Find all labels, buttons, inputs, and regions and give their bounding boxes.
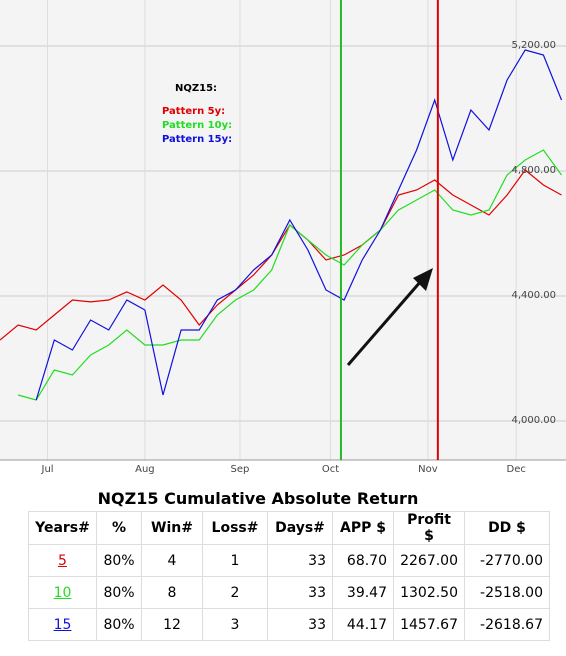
x-tick-label: Oct <box>322 464 339 475</box>
header-cell: Loss# <box>202 511 268 545</box>
plot-area <box>0 0 566 460</box>
years-link[interactable]: 5 <box>58 552 67 569</box>
table-cell: 1 <box>202 544 268 577</box>
table-cell: 2 <box>202 576 268 609</box>
legend-label: Pattern 10y: <box>162 120 232 131</box>
legend-title: NQZ15: <box>175 83 217 94</box>
header-row: Years#% Win# Loss# Days# APP $ Profit $ DD $ <box>28 511 550 545</box>
y-tick-label: 4,800.00 <box>511 165 556 176</box>
x-tick-label: Aug <box>135 464 155 475</box>
table-cell: 33 <box>267 544 333 577</box>
x-tick-label: Dec <box>507 464 526 475</box>
y-tick-label: 4,000.00 <box>511 415 556 426</box>
series-line <box>17 149 562 401</box>
header-cell: DD $ <box>464 511 550 545</box>
table-cell: 80% <box>96 608 142 641</box>
x-tick-label: Nov <box>418 464 438 475</box>
table-cell: 39.47 <box>332 576 394 609</box>
table-cell: 1457.67 <box>393 608 465 641</box>
table-cell: 4 <box>141 544 203 577</box>
header-cell: Days# <box>267 511 333 545</box>
header-cell: Win# <box>141 511 203 545</box>
legend-label: Pattern 15y: <box>162 134 232 145</box>
chart: NQZ15: 4,000.00 4,400.00 4,800.00 5,200.00 J… <box>0 0 566 475</box>
series-line <box>0 169 562 341</box>
table-cell: 33 <box>267 576 333 609</box>
table-cell: 2267.00 <box>393 544 465 577</box>
table-cell: -2518.00 <box>464 576 550 609</box>
results-table: Years#% Win# Loss# Days# APP $ Profit $ DD $ 5 8… <box>28 511 550 641</box>
years-cell: 5 <box>28 544 97 577</box>
x-tick-label: Jul <box>41 464 54 475</box>
table-cell: 68.70 <box>332 544 394 577</box>
header-cell: Profit $ <box>393 511 465 545</box>
table-cell: 33 <box>267 608 333 641</box>
table-cell: 44.17 <box>332 608 394 641</box>
table-cell: 80% <box>96 544 142 577</box>
table-cell: -2770.00 <box>464 544 550 577</box>
years-link[interactable]: 15 <box>53 616 72 633</box>
arrow-head <box>413 268 433 291</box>
y-tick-label: 4,400.00 <box>511 290 556 301</box>
legend-label: Pattern 5y: <box>162 106 225 117</box>
y-tick-label: 5,200.00 <box>511 40 556 51</box>
years-cell: 15 <box>28 608 97 641</box>
arrow <box>346 272 430 366</box>
header-cell: % <box>96 511 142 545</box>
table-cell: 3 <box>202 608 268 641</box>
table-cell: 1302.50 <box>393 576 465 609</box>
table-cell: 8 <box>141 576 203 609</box>
table-cell: -2618.67 <box>464 608 550 641</box>
header-cell: Years# <box>28 511 97 545</box>
series-line <box>35 49 563 401</box>
x-tick-label: Sep <box>231 464 250 475</box>
years-link[interactable]: 10 <box>53 584 72 601</box>
header-cell: APP $ <box>332 511 394 545</box>
table-title: NQZ15 Cumulative Absolute Return <box>97 489 419 508</box>
table-row: 15 80% 12 3 33 44.17 1457.67 -2618.67 <box>28 608 550 641</box>
table-row: 5 80% 4 1 33 68.70 2267.00 -2770.00 <box>28 544 550 577</box>
table-row: 10 80% 8 2 33 39.47 1302.50 -2518.00 <box>28 576 550 609</box>
table-cell: 12 <box>141 608 203 641</box>
years-cell: 10 <box>28 576 97 609</box>
table-cell: 80% <box>96 576 142 609</box>
